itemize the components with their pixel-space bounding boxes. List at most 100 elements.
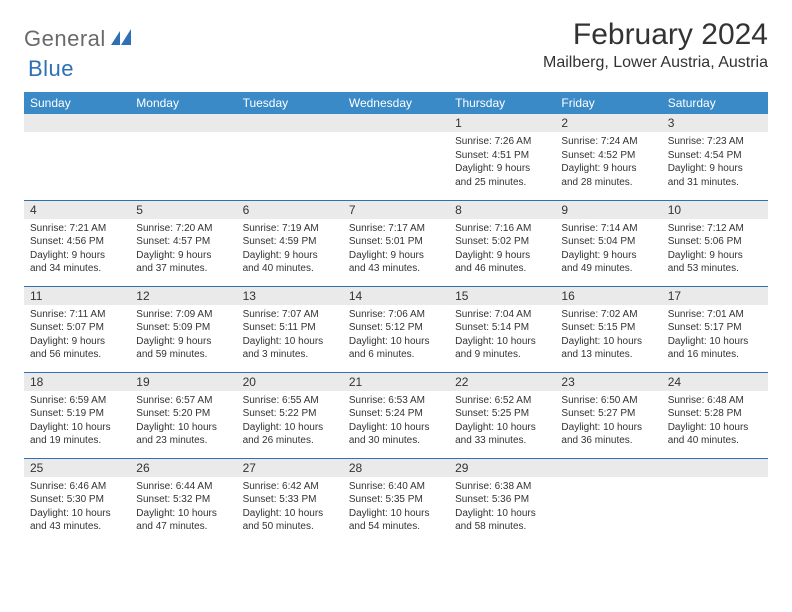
calendar-day-cell: 5Sunrise: 7:20 AMSunset: 4:57 PMDaylight… [130,200,236,286]
day-details: Sunrise: 7:24 AMSunset: 4:52 PMDaylight:… [555,132,661,193]
day-details [555,477,661,484]
calendar-day-cell [343,114,449,200]
day-details: Sunrise: 6:55 AMSunset: 5:22 PMDaylight:… [237,391,343,452]
day-details: Sunrise: 7:01 AMSunset: 5:17 PMDaylight:… [662,305,768,366]
calendar-day-cell: 6Sunrise: 7:19 AMSunset: 4:59 PMDaylight… [237,200,343,286]
calendar-day-cell: 8Sunrise: 7:16 AMSunset: 5:02 PMDaylight… [449,200,555,286]
day-number: 21 [343,373,449,391]
day-details: Sunrise: 7:09 AMSunset: 5:09 PMDaylight:… [130,305,236,366]
calendar-day-cell: 18Sunrise: 6:59 AMSunset: 5:19 PMDayligh… [24,372,130,458]
day-details [237,132,343,139]
calendar-day-cell: 11Sunrise: 7:11 AMSunset: 5:07 PMDayligh… [24,286,130,372]
weekday-header: Wednesday [343,92,449,114]
day-number: 1 [449,114,555,132]
day-details: Sunrise: 6:38 AMSunset: 5:36 PMDaylight:… [449,477,555,538]
day-number: 10 [662,201,768,219]
logo-triangle-icon [111,29,133,50]
day-details: Sunrise: 6:57 AMSunset: 5:20 PMDaylight:… [130,391,236,452]
calendar-day-cell: 21Sunrise: 6:53 AMSunset: 5:24 PMDayligh… [343,372,449,458]
day-number: 12 [130,287,236,305]
day-details: Sunrise: 7:23 AMSunset: 4:54 PMDaylight:… [662,132,768,193]
day-number: 23 [555,373,661,391]
weekday-header: Tuesday [237,92,343,114]
day-number: 24 [662,373,768,391]
calendar-day-cell: 16Sunrise: 7:02 AMSunset: 5:15 PMDayligh… [555,286,661,372]
day-details: Sunrise: 6:42 AMSunset: 5:33 PMDaylight:… [237,477,343,538]
day-details: Sunrise: 7:06 AMSunset: 5:12 PMDaylight:… [343,305,449,366]
day-number: 4 [24,201,130,219]
logo: General [24,18,136,52]
day-number: 13 [237,287,343,305]
calendar-day-cell: 17Sunrise: 7:01 AMSunset: 5:17 PMDayligh… [662,286,768,372]
weekday-header: Monday [130,92,236,114]
calendar-day-cell: 12Sunrise: 7:09 AMSunset: 5:09 PMDayligh… [130,286,236,372]
day-details: Sunrise: 7:07 AMSunset: 5:11 PMDaylight:… [237,305,343,366]
calendar-day-cell: 10Sunrise: 7:12 AMSunset: 5:06 PMDayligh… [662,200,768,286]
day-number: 28 [343,459,449,477]
calendar-day-cell: 24Sunrise: 6:48 AMSunset: 5:28 PMDayligh… [662,372,768,458]
calendar-table: SundayMondayTuesdayWednesdayThursdayFrid… [24,92,768,544]
day-details: Sunrise: 6:46 AMSunset: 5:30 PMDaylight:… [24,477,130,538]
day-number: 25 [24,459,130,477]
day-details [662,477,768,484]
calendar-body: 1Sunrise: 7:26 AMSunset: 4:51 PMDaylight… [24,114,768,544]
calendar-day-cell [237,114,343,200]
day-details: Sunrise: 6:52 AMSunset: 5:25 PMDaylight:… [449,391,555,452]
calendar-day-cell: 25Sunrise: 6:46 AMSunset: 5:30 PMDayligh… [24,458,130,544]
calendar-day-cell: 23Sunrise: 6:50 AMSunset: 5:27 PMDayligh… [555,372,661,458]
calendar-day-cell: 14Sunrise: 7:06 AMSunset: 5:12 PMDayligh… [343,286,449,372]
calendar-day-cell [555,458,661,544]
day-details: Sunrise: 7:26 AMSunset: 4:51 PMDaylight:… [449,132,555,193]
calendar-week-row: 18Sunrise: 6:59 AMSunset: 5:19 PMDayligh… [24,372,768,458]
day-number [237,114,343,132]
calendar-day-cell: 22Sunrise: 6:52 AMSunset: 5:25 PMDayligh… [449,372,555,458]
day-number: 20 [237,373,343,391]
day-number: 5 [130,201,236,219]
day-details: Sunrise: 7:02 AMSunset: 5:15 PMDaylight:… [555,305,661,366]
month-title: February 2024 [543,18,768,52]
day-number [343,114,449,132]
calendar-day-cell: 28Sunrise: 6:40 AMSunset: 5:35 PMDayligh… [343,458,449,544]
location: Mailberg, Lower Austria, Austria [543,54,768,72]
calendar-day-cell: 3Sunrise: 7:23 AMSunset: 4:54 PMDaylight… [662,114,768,200]
day-details: Sunrise: 7:04 AMSunset: 5:14 PMDaylight:… [449,305,555,366]
calendar-day-cell: 1Sunrise: 7:26 AMSunset: 4:51 PMDaylight… [449,114,555,200]
day-number: 19 [130,373,236,391]
calendar-day-cell: 15Sunrise: 7:04 AMSunset: 5:14 PMDayligh… [449,286,555,372]
calendar-day-cell: 19Sunrise: 6:57 AMSunset: 5:20 PMDayligh… [130,372,236,458]
weekday-header: Thursday [449,92,555,114]
day-details: Sunrise: 7:14 AMSunset: 5:04 PMDaylight:… [555,219,661,280]
day-number: 15 [449,287,555,305]
day-details: Sunrise: 6:59 AMSunset: 5:19 PMDaylight:… [24,391,130,452]
day-number: 8 [449,201,555,219]
calendar-day-cell: 26Sunrise: 6:44 AMSunset: 5:32 PMDayligh… [130,458,236,544]
calendar-day-cell: 7Sunrise: 7:17 AMSunset: 5:01 PMDaylight… [343,200,449,286]
day-details [24,132,130,139]
calendar-week-row: 11Sunrise: 7:11 AMSunset: 5:07 PMDayligh… [24,286,768,372]
day-number: 3 [662,114,768,132]
weekday-header: Saturday [662,92,768,114]
day-details: Sunrise: 7:20 AMSunset: 4:57 PMDaylight:… [130,219,236,280]
day-number: 11 [24,287,130,305]
calendar-day-cell: 20Sunrise: 6:55 AMSunset: 5:22 PMDayligh… [237,372,343,458]
day-details: Sunrise: 6:50 AMSunset: 5:27 PMDaylight:… [555,391,661,452]
calendar-week-row: 1Sunrise: 7:26 AMSunset: 4:51 PMDaylight… [24,114,768,200]
calendar-day-cell [662,458,768,544]
logo-text-blue: Blue [28,56,74,81]
calendar-day-cell [24,114,130,200]
day-number: 16 [555,287,661,305]
day-details: Sunrise: 7:19 AMSunset: 4:59 PMDaylight:… [237,219,343,280]
calendar-day-cell [130,114,236,200]
day-details: Sunrise: 6:53 AMSunset: 5:24 PMDaylight:… [343,391,449,452]
day-number: 18 [24,373,130,391]
day-details [343,132,449,139]
day-number: 2 [555,114,661,132]
logo-text-general: General [24,26,106,52]
day-number [662,459,768,477]
calendar-day-cell: 29Sunrise: 6:38 AMSunset: 5:36 PMDayligh… [449,458,555,544]
day-details: Sunrise: 6:40 AMSunset: 5:35 PMDaylight:… [343,477,449,538]
day-number: 29 [449,459,555,477]
day-number: 9 [555,201,661,219]
weekday-header: Sunday [24,92,130,114]
day-number: 6 [237,201,343,219]
